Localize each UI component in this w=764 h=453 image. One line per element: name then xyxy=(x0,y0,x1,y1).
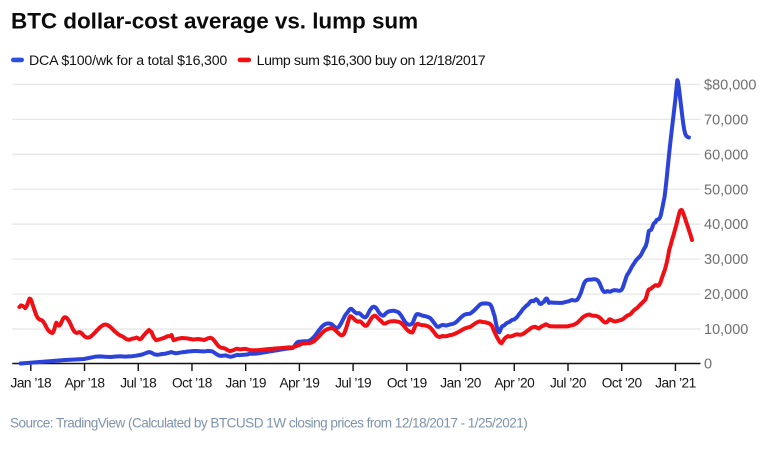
svg-text:Jan ’18: Jan ’18 xyxy=(10,376,52,391)
svg-text:Jan ’19: Jan ’19 xyxy=(225,376,266,391)
svg-text:Jan ’20: Jan ’20 xyxy=(440,376,482,391)
svg-text:Jul ’19: Jul ’19 xyxy=(335,376,371,391)
svg-text:10,000: 10,000 xyxy=(704,322,748,338)
svg-text:Lump sum $16,300 buy on 12/18/: Lump sum $16,300 buy on 12/18/2017 xyxy=(257,53,486,69)
svg-text:DCA $100/wk for a total $16,30: DCA $100/wk for a total $16,300 xyxy=(29,53,227,69)
svg-text:Oct ’19: Oct ’19 xyxy=(387,376,427,391)
svg-text:30,000: 30,000 xyxy=(704,252,748,268)
svg-text:60,000: 60,000 xyxy=(704,147,748,163)
svg-text:Oct ’20: Oct ’20 xyxy=(602,376,643,391)
svg-text:70,000: 70,000 xyxy=(704,112,748,128)
svg-text:Apr ’20: Apr ’20 xyxy=(494,376,535,391)
svg-text:Source: TradingView (Calculate: Source: TradingView (Calculated by BTCUS… xyxy=(10,416,527,431)
svg-text:BTC dollar-cost average vs. lu: BTC dollar-cost average vs. lump sum xyxy=(11,9,418,34)
svg-text:Jul ’20: Jul ’20 xyxy=(550,376,587,391)
svg-text:40,000: 40,000 xyxy=(704,217,748,233)
svg-text:Jan ’21: Jan ’21 xyxy=(655,376,696,391)
svg-text:50,000: 50,000 xyxy=(704,182,748,198)
svg-text:$80,000: $80,000 xyxy=(704,77,756,93)
svg-text:Oct ’18: Oct ’18 xyxy=(172,376,213,391)
svg-text:20,000: 20,000 xyxy=(704,287,748,303)
svg-text:0: 0 xyxy=(704,357,712,373)
svg-text:Jul ’18: Jul ’18 xyxy=(120,376,157,391)
svg-text:Apr ’18: Apr ’18 xyxy=(65,376,106,391)
svg-text:Apr ’19: Apr ’19 xyxy=(279,376,319,391)
